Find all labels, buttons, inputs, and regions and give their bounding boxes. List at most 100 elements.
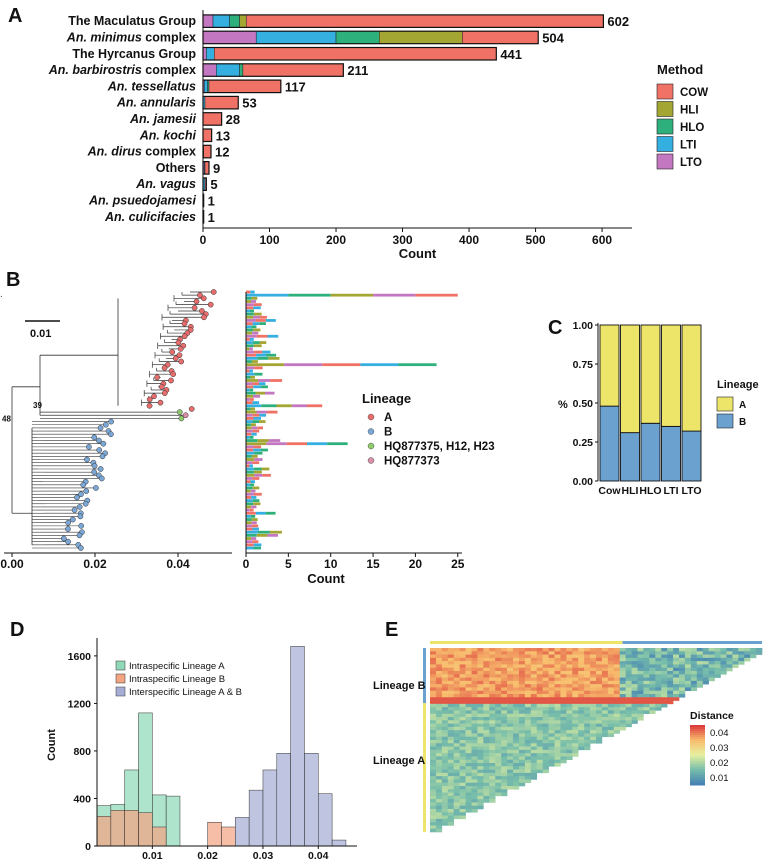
heatmap-cell: [471, 720, 478, 724]
heatmap-cell: [619, 687, 626, 692]
heatmap-cell: [465, 789, 472, 793]
count-bar-segment: [246, 309, 250, 313]
heatmap-cell: [708, 677, 715, 682]
heatmap-cell: [536, 707, 543, 711]
heatmap-cell: [524, 746, 532, 751]
tree-tip: [175, 339, 182, 346]
category-label: The Hyrcanus Group: [72, 47, 196, 61]
heatmap-cell: [483, 680, 490, 685]
count-bar-segment: [246, 366, 255, 370]
heatmap-cell: [649, 674, 656, 678]
heatmap-cell: [501, 723, 508, 728]
heatmap-cell: [430, 690, 437, 695]
heatmap-cell: [572, 703, 579, 708]
heatmap-cell: [584, 667, 591, 672]
legend-gradient-step: [690, 733, 705, 736]
heatmap-cell: [596, 710, 603, 715]
heatmap-cell: [518, 776, 526, 780]
heatmap-cell: [495, 789, 502, 793]
heatmap-cell: [566, 730, 573, 734]
heatmap-cell: [601, 667, 609, 672]
x-tick-label: 400: [459, 233, 479, 247]
heatmap-cell: [607, 690, 615, 695]
count-bar-segment: [250, 423, 256, 427]
count-bar-segment: [249, 338, 254, 341]
heatmap-cell: [483, 740, 490, 744]
heatmap-cell: [542, 687, 549, 692]
heatmap-cell: [619, 680, 626, 685]
heatmap-cell: [584, 726, 591, 731]
y-tick-label: 1200: [68, 698, 92, 710]
heatmap-cell: [447, 667, 455, 672]
bar-segment-hlo: [239, 63, 244, 77]
heatmap-cell: [542, 707, 549, 711]
heatmap-cell: [738, 648, 745, 652]
heatmap-cell: [596, 697, 603, 701]
heatmap-cell: [447, 648, 455, 652]
heatmap-cell: [430, 825, 437, 830]
count-bar-segment: [246, 483, 251, 487]
heatmap-cell: [459, 677, 466, 682]
heatmap-cell: [530, 648, 538, 652]
heatmap-cell: [465, 769, 472, 774]
bar-segment-hlo: [335, 30, 380, 44]
heatmap-cell: [477, 671, 484, 675]
legend-tick-label: 0.01: [710, 773, 729, 784]
heatmap-cell: [536, 730, 543, 734]
heatmap-cell: [566, 690, 573, 695]
heatmap-cell: [643, 697, 650, 701]
count-bar-segment: [249, 388, 254, 392]
category-label-italic: An. jamesii: [129, 112, 197, 126]
heatmap-cell: [513, 710, 520, 715]
heatmap-cell: [518, 749, 526, 754]
heatmap-cell: [501, 680, 508, 685]
heatmap-cell: [649, 680, 656, 685]
heatmap-cell: [483, 749, 490, 754]
heatmap-cell: [465, 648, 472, 652]
heatmap-cell: [501, 671, 508, 675]
heatmap-cell: [578, 674, 585, 678]
x-tick-label: 200: [326, 233, 346, 247]
heatmap-cell: [560, 749, 567, 754]
heatmap-cell: [447, 694, 455, 698]
heatmap-cell: [542, 753, 549, 757]
heatmap-cell: [643, 671, 650, 675]
heatmap-cell: [548, 684, 555, 688]
count-bar-segment: [246, 458, 255, 461]
heatmap-cell: [613, 667, 621, 672]
heatmap-cell: [554, 694, 561, 698]
category-label-plain: complex: [142, 145, 196, 159]
heatmap-cell: [524, 674, 532, 678]
heatmap-cell: [518, 769, 526, 774]
heatmap-cell: [631, 664, 638, 669]
heatmap-cell: [690, 654, 698, 659]
heatmap-cell: [536, 671, 543, 675]
heatmap-cell: [578, 654, 585, 659]
heatmap-cell: [441, 661, 449, 665]
heatmap-cell: [435, 674, 443, 678]
heatmap-cell: [477, 677, 484, 682]
heatmap-cell: [447, 726, 455, 731]
heatmap-cell: [566, 736, 573, 741]
heatmap-cell: [447, 703, 455, 708]
heatmap-cell: [518, 743, 526, 747]
heatmap-cell: [453, 786, 460, 790]
heatmap-cell: [625, 694, 632, 698]
heatmap-cell: [483, 792, 490, 797]
heatmap-cell: [590, 677, 597, 682]
tree-tip: [201, 314, 207, 321]
count-bar-segment: [246, 473, 255, 477]
category-label: An. kochi: [139, 128, 197, 142]
heatmap-cell: [524, 697, 532, 701]
heatmap-cell: [548, 720, 555, 724]
heatmap-cell: [518, 723, 526, 728]
count-bar-segment: [253, 467, 262, 471]
heatmap-cell: [524, 694, 532, 698]
heatmap-cell: [471, 805, 478, 810]
heatmap-cell: [596, 648, 603, 652]
heatmap-cell: [560, 657, 567, 662]
heatmap-cell: [507, 677, 514, 682]
tree-tip: [193, 298, 200, 305]
heatmap-cell: [459, 759, 466, 764]
heatmap-cell: [435, 680, 443, 685]
